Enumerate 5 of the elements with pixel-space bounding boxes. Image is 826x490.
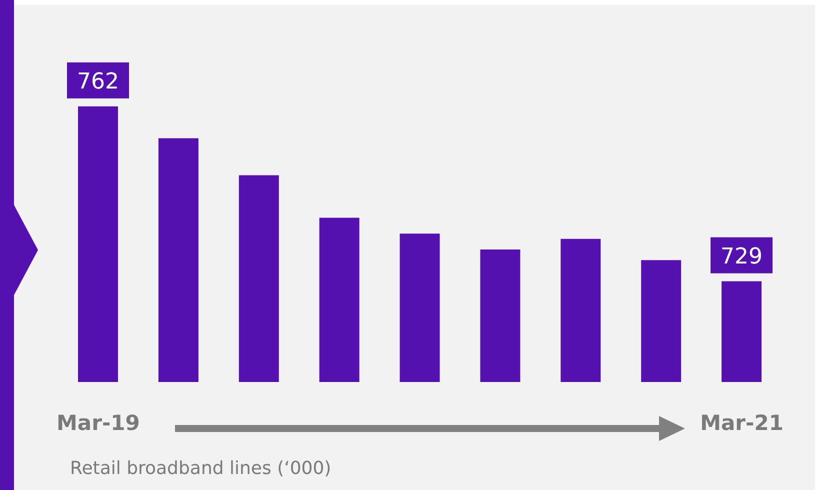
x-tick-label: Mar-21: [700, 411, 784, 435]
data-label: 729: [720, 244, 763, 270]
data-label: 762: [77, 69, 119, 94]
x-tick-label: Mar-19: [56, 411, 140, 435]
text: Retail broadband lines (‘000): [70, 458, 332, 479]
